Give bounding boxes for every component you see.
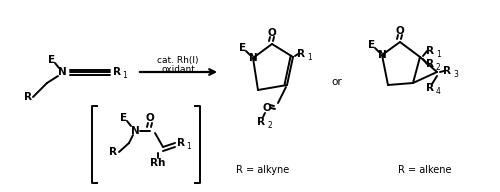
Text: R: R: [177, 138, 185, 148]
Text: 2: 2: [436, 63, 441, 72]
Text: 1: 1: [186, 142, 191, 151]
Text: or: or: [332, 77, 342, 87]
Text: Rh: Rh: [150, 158, 166, 168]
Text: 1: 1: [307, 53, 312, 62]
Text: E: E: [48, 55, 56, 65]
Text: R: R: [113, 67, 121, 77]
Text: E: E: [120, 113, 128, 123]
Text: 2: 2: [267, 121, 272, 130]
Text: R: R: [426, 83, 434, 93]
Text: 1: 1: [122, 71, 127, 80]
Text: 1: 1: [436, 50, 441, 59]
Text: E: E: [240, 43, 246, 53]
Text: R: R: [426, 46, 434, 56]
Text: R = alkyne: R = alkyne: [236, 165, 290, 175]
Text: oxidant: oxidant: [161, 65, 195, 74]
Text: R: R: [297, 49, 305, 59]
Text: N: N: [130, 126, 140, 136]
Text: O: O: [268, 28, 276, 38]
Text: cat. Rh(I): cat. Rh(I): [157, 55, 199, 65]
Text: O: O: [146, 113, 154, 123]
Text: R: R: [443, 66, 451, 76]
Text: R: R: [426, 59, 434, 69]
Text: R = alkene: R = alkene: [398, 165, 452, 175]
Text: R: R: [109, 147, 117, 157]
Text: E: E: [368, 40, 376, 50]
Text: R: R: [257, 117, 265, 127]
Text: O: O: [396, 26, 404, 36]
Text: N: N: [378, 50, 386, 60]
Text: R: R: [24, 92, 32, 102]
Text: O: O: [262, 103, 272, 113]
Text: N: N: [248, 53, 258, 63]
Text: N: N: [58, 67, 66, 77]
Text: 3: 3: [453, 70, 458, 79]
Text: 4: 4: [436, 87, 441, 96]
